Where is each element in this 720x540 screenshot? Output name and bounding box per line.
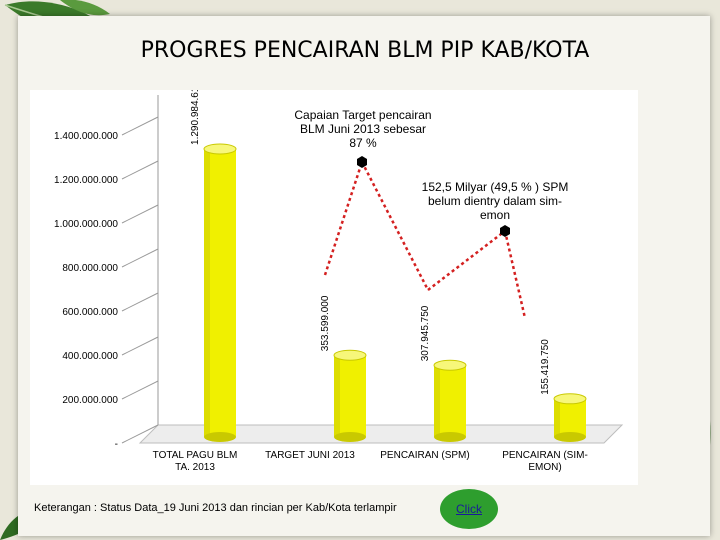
y-gridline [121, 424, 159, 444]
footer-note: Keterangan : Status Data_19 Juni 2013 da… [34, 502, 397, 514]
chart-floor [138, 424, 624, 444]
bar-top [203, 143, 237, 155]
x-category-label: PENCAIRAN (SIM-EMON) [502, 450, 588, 473]
bar-shade [434, 365, 440, 437]
bar [203, 143, 237, 442]
bar-shade [204, 148, 210, 437]
y-tick-label: 600.000.000 [62, 307, 118, 318]
y-tick-label: 800.000.000 [62, 263, 118, 274]
annotation-dashed-line [503, 230, 527, 319]
annotation-spm-text: 152,5 Milyar (49,5 % ) SPM belum dientry… [421, 180, 569, 222]
y-gridline [121, 292, 159, 312]
annotation-dashed-line [360, 161, 430, 291]
y-tick-label: 200.000.000 [62, 395, 118, 406]
y-gridline [121, 380, 159, 400]
bar-shade [334, 355, 340, 437]
bar-value-label: 353.599.000 [320, 295, 331, 351]
bar-top [553, 393, 587, 405]
x-category-label: PENCAIRAN (SPM) [380, 450, 469, 461]
bar-base [204, 432, 236, 442]
y-tick-label: 400.000.000 [62, 351, 118, 362]
bar-top [333, 349, 367, 361]
bar-value-label: 1.290.984.612 [190, 90, 201, 145]
x-category-label: TOTAL PAGU BLM TA. 2013 [153, 450, 238, 473]
click-button[interactable]: Click [440, 489, 498, 529]
bar-base [554, 432, 586, 442]
annotation-dashed-line [427, 230, 506, 291]
y-gridline [121, 116, 159, 136]
annotation-marker-spm [500, 225, 510, 237]
y-gridline [121, 160, 159, 180]
bar-base [334, 432, 366, 442]
bar-shade [554, 398, 560, 437]
bar [333, 349, 367, 442]
y-tick-label: - [115, 439, 118, 450]
y-gridline [121, 248, 159, 268]
bar-top [433, 359, 467, 371]
bar [433, 359, 467, 442]
bar-value-label: 307.945.750 [420, 305, 431, 361]
y-gridline [121, 336, 159, 356]
annotation-dashed-line [323, 161, 364, 276]
annotation-marker-target [357, 156, 367, 168]
y-tick-label: 1.200.000.000 [54, 175, 118, 186]
bar-base [434, 432, 466, 442]
bar-chart: - 200.000.000 400.000.000 600.000.000 800.00… [54, 90, 624, 473]
bar [553, 393, 587, 442]
x-category-label: TARGET JUNI 2013 [265, 450, 355, 461]
chart-panel: - 200.000.000 400.000.000 600.000.000 800.00… [30, 90, 638, 485]
y-gridline [121, 204, 159, 224]
annotation-target-text: Capaian Target pencairan BLM Juni 2013 s… [294, 108, 432, 150]
y-tick-label: 1.400.000.000 [54, 131, 118, 142]
y-tick-label: 1.000.000.000 [54, 219, 118, 230]
bar-value-label: 155.419.750 [540, 339, 551, 395]
slide-title: PROGRES PENCAIRAN BLM PIP KAB/KOTA [140, 38, 590, 63]
